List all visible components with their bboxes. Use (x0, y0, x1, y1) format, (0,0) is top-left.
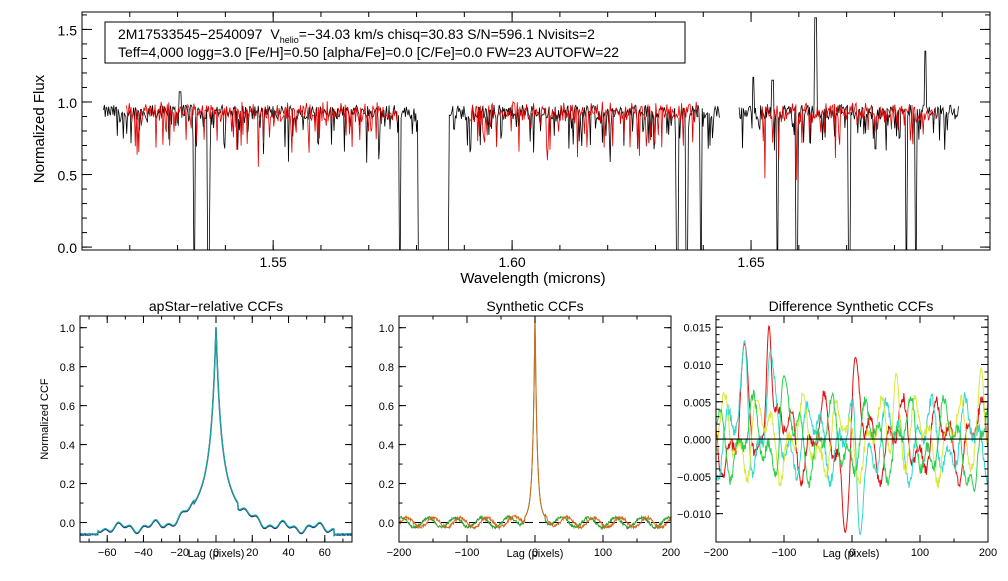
spectrum-axes: 1.55 1.60 1.65 0.0 0.5 1.0 1.5 (58, 11, 991, 270)
spectrum-x-tick-label: 1.65 (737, 254, 764, 270)
spectrum-y-tick-label: 0.5 (58, 168, 78, 184)
difference-ccf-line-2 (715, 340, 989, 536)
synthetic_ccf-y-tick-label: 0.2 (379, 479, 394, 491)
info-line-1-values: =−34.03 km/s chisq=30.83 S/N=596.1 Nvisi… (299, 26, 595, 42)
spectrum-y-tick-label: 1.0 (58, 95, 78, 111)
model-spectrum-chip-3 (761, 101, 938, 181)
apstar-ccf-x-axis-label: Lag (pixels) (188, 548, 245, 560)
spectrum-x-axis-label: Wavelength (microns) (460, 270, 605, 287)
apstar_ccf-y-tick-label: 0.8 (60, 362, 75, 374)
difference-ccf-x-axis-label: Lag (pixels) (823, 548, 880, 560)
difference_ccf-y-tick-label: 0.000 (683, 435, 711, 447)
info-box (104, 21, 686, 64)
difference-ccf-axes: −200 −100 0 100 200 −0.010 −0.005 0.000 0.005 0.0… (677, 315, 997, 559)
apstar-ccf-panel: apStar−relative CCFs −60 −40 −20 0 20 40 60 0.0… (39, 298, 353, 560)
difference-ccf-panel: Difference Synthetic CCFs −200 −100 0 100 20… (677, 298, 997, 560)
model-spectrum-chip-2 (469, 100, 699, 161)
spectrum-x-tick-label: 1.55 (260, 254, 287, 270)
apstar_ccf-y-tick-label: 0.4 (60, 440, 75, 452)
apstar_ccf-x-tick-label: −60 (98, 547, 117, 559)
synthetic_ccf-y-tick-label: 1.0 (379, 323, 394, 335)
spectrum-y-axis-label: Normalized Flux (31, 74, 48, 183)
difference_ccf-x-tick-label: −100 (772, 547, 797, 559)
synthetic_ccf-y-tick-label: 0.0 (379, 518, 394, 530)
spectrum-panel: 1.55 1.60 1.65 0.0 0.5 1.0 1.5 Wavelength (mic… (31, 11, 991, 287)
difference_ccf-y-tick-label: −0.005 (677, 472, 711, 484)
difference-ccf-line-3 (715, 366, 989, 489)
spectrum-y-tick-label: 1.5 (58, 22, 78, 38)
difference_ccf-y-tick-label: −0.010 (677, 509, 711, 521)
difference_ccf-x-tick-label: 200 (979, 547, 997, 559)
difference-ccf-line-4 (715, 374, 989, 493)
spectrum-y-tick-label: 0.0 (58, 240, 78, 256)
info-line-1: 2M17533545−2540097 Vhelio=−34.03 km/s chi… (118, 26, 595, 45)
difference_ccf-y-tick-label: 0.010 (683, 360, 711, 372)
apstar_ccf-x-tick-label: −40 (134, 547, 153, 559)
synthetic-ccf-x-axis-label: Lag (pixels) (507, 548, 564, 560)
synthetic_ccf-y-tick-label: 0.6 (379, 401, 394, 413)
synthetic-ccf-title: Synthetic CCFs (486, 298, 583, 314)
apstar_ccf-x-tick-label: 40 (282, 547, 294, 559)
apstar-ccf-data-lines (79, 326, 353, 537)
synthetic_ccf-y-tick-label: 0.8 (379, 362, 394, 374)
synthetic_ccf-x-tick-label: 100 (594, 547, 612, 559)
difference-ccf-title: Difference Synthetic CCFs (769, 298, 934, 314)
difference_ccf-x-tick-label: 100 (911, 547, 929, 559)
apstar_ccf-x-tick-label: −20 (170, 547, 189, 559)
synthetic_ccf-x-tick-label: −200 (387, 547, 412, 559)
difference_ccf-y-tick-label: 0.015 (683, 323, 711, 335)
apstar-ccf-title: apStar−relative CCFs (149, 298, 283, 314)
spectrum-x-tick-label: 1.60 (498, 254, 525, 270)
model-spectrum-chip-1 (125, 101, 398, 167)
apstar_ccf-x-tick-label: 0 (213, 547, 219, 559)
synthetic-ccf-panel: Synthetic CCFs −200 −100 0 100 200 0.0 0.2 0.4 0… (379, 298, 680, 560)
apstar-ccf-y-axis-label: Normalized CCF (39, 378, 51, 460)
synthetic_ccf-y-tick-label: 0.4 (379, 440, 394, 452)
vhelio-subscript: helio (280, 35, 299, 45)
difference-ccf-data-lines (715, 325, 989, 536)
synthetic-ccf-axes: −200 −100 0 100 200 0.0 0.2 0.4 0.6 0.8 1.0 (379, 315, 680, 559)
apstar-ccf-axes: −60 −40 −20 0 20 40 60 0.0 0.2 0.4 0.6 0.8 1.0 (60, 315, 353, 559)
difference_ccf-x-tick-label: −200 (704, 547, 729, 559)
synthetic_ccf-x-tick-label: −100 (455, 547, 480, 559)
apstar_ccf-x-tick-label: 60 (319, 547, 331, 559)
star-id: 2M17533545−2540097 (118, 26, 263, 42)
apstar_ccf-y-tick-label: 0.0 (60, 518, 75, 530)
synthetic_ccf-x-tick-label: 0 (532, 547, 538, 559)
difference_ccf-x-tick-label: 0 (849, 547, 855, 559)
synthetic_ccf-x-tick-label: 200 (662, 547, 680, 559)
difference_ccf-y-tick-label: 0.005 (683, 397, 711, 409)
vhelio-symbol: V (270, 26, 280, 42)
apstar-ccf-line-2 (79, 326, 353, 536)
apstar_ccf-x-tick-label: 20 (246, 547, 258, 559)
apstar_ccf-y-tick-label: 0.2 (60, 479, 75, 491)
info-line-2: Teff=4,000 logg=3.0 [Fe/H]=0.50 [alpha/F… (118, 44, 619, 60)
apstar_ccf-y-tick-label: 1.0 (60, 323, 75, 335)
apstar_ccf-y-tick-label: 0.6 (60, 401, 75, 413)
